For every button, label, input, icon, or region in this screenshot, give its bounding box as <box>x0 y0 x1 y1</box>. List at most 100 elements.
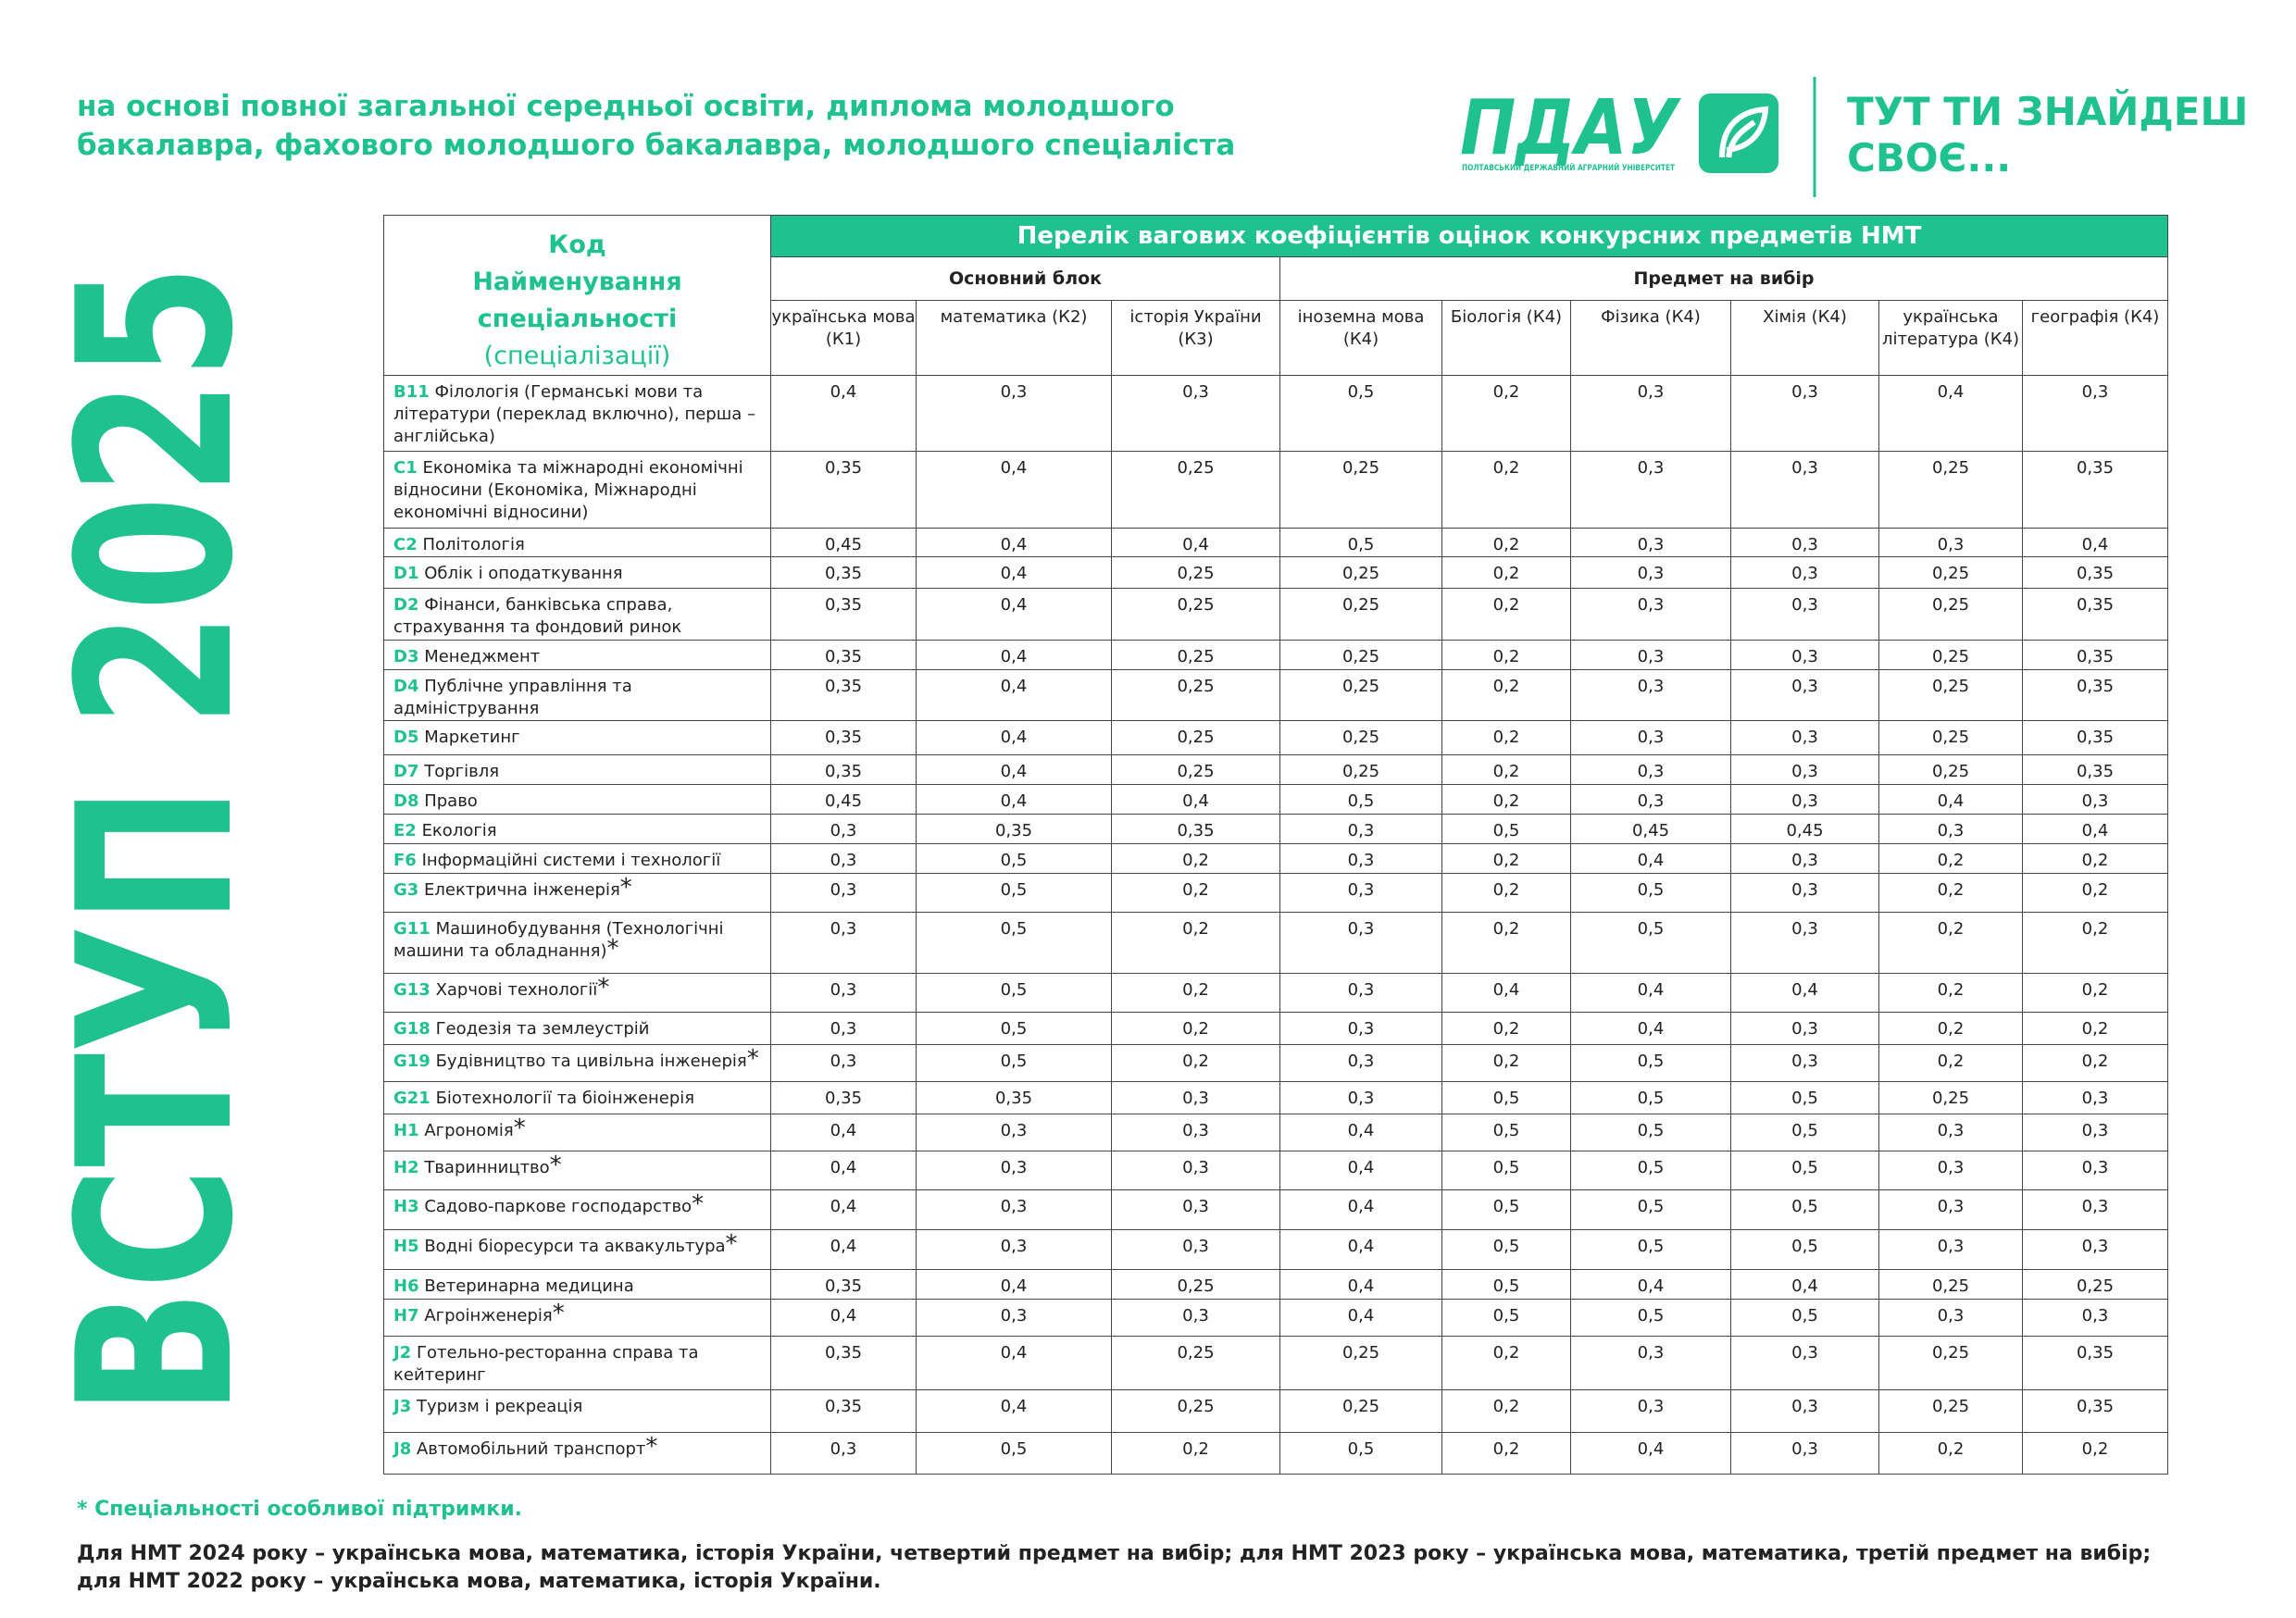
table-row: H2 Тваринництво* 0,4 0,3 0,3 0,4 0,5 0,5 0,5 0,3… <box>383 1151 2168 1190</box>
value-cell: 0,35 <box>2022 588 2168 641</box>
value-cell: 0,2 <box>1441 784 1571 815</box>
value-cell: 0,5 <box>1441 1229 1571 1270</box>
name: Торгівля <box>424 762 500 781</box>
value-cell: 0,5 <box>916 1044 1112 1082</box>
name-cell: H6 Ветеринарна медицина <box>383 1269 771 1300</box>
table-row: G3 Електрична інженерія* 0,3 0,5 0,2 0,3 0,2 0… <box>383 873 2168 913</box>
value-cell: 0,35 <box>770 451 917 529</box>
value-cell: 0,3 <box>2022 1151 2168 1190</box>
value-cell: 0,35 <box>916 1081 1112 1114</box>
value-cell: 0,3 <box>1730 912 1879 974</box>
name: Агроінженерія <box>424 1306 553 1326</box>
value-cell: 0,2 <box>1441 912 1571 974</box>
value-cell: 0,5 <box>1279 784 1442 815</box>
star: * <box>692 1190 705 1218</box>
value-cell: 0,2 <box>1441 873 1571 913</box>
name-cell: D7 Торгівля <box>383 754 771 785</box>
table-row: D3 Менеджмент 0,35 0,4 0,25 0,25 0,2 0,3 0,3 0,2… <box>383 640 2168 670</box>
value-cell: 0,3 <box>1878 814 2023 844</box>
column-header: Фізика (К4) <box>1570 300 1731 376</box>
table-row: D1 Облік і оподаткування 0,35 0,4 0,25 0,25 0… <box>383 556 2168 589</box>
value-cell: 0,25 <box>1279 754 1442 785</box>
value-cell: 0,35 <box>2022 1336 2168 1390</box>
value-cell: 0,4 <box>916 754 1112 785</box>
name-cell: J3 Туризм і рекреація <box>383 1389 771 1433</box>
name-cell: D4 Публічне управління та адмініструванн… <box>383 669 771 721</box>
value-cell: 0,25 <box>2022 1269 2168 1300</box>
name: Інформаційні системи і технології <box>421 851 721 870</box>
value-cell: 0,3 <box>1730 873 1879 913</box>
value-cell: 0,3 <box>770 843 917 874</box>
value-cell: 0,5 <box>1730 1229 1879 1270</box>
group-row: Основний блок Предмет на вибір <box>384 255 2168 302</box>
value-cell: 0,25 <box>1279 720 1442 755</box>
table-title: Перелік вагових коефіцієнтів оцінок конк… <box>770 215 2168 257</box>
value-cell: 0,25 <box>1878 451 2023 529</box>
corner-line: (спеціалізації) <box>483 342 671 370</box>
value-cell: 0,3 <box>1730 640 1879 670</box>
value-cell: 0,2 <box>1878 843 2023 874</box>
value-cell: 0,5 <box>1570 1044 1731 1082</box>
value-cell: 0,2 <box>1111 1012 1280 1045</box>
name: Будівництво та цивільна інженерія <box>435 1052 747 1071</box>
value-cell: 0,3 <box>1730 451 1879 529</box>
name-cell: D1 Облік і оподаткування <box>383 556 771 589</box>
value-cell: 0,3 <box>1111 1229 1280 1270</box>
value-cell: 0,3 <box>1570 640 1731 670</box>
logo-full-name: ПОЛТАВСЬКИЙ ДЕРЖАВНИЙ АГРАРНИЙ УНІВЕРСИТ… <box>1462 162 1676 173</box>
table-row: J2 Готельно-ресторанна справа та кейтери… <box>383 1336 2168 1390</box>
value-cell: 0,4 <box>1570 1269 1731 1300</box>
value-cell: 0,25 <box>1878 1389 2023 1433</box>
code: H7 <box>393 1306 419 1326</box>
value-cell: 0,2 <box>2022 1044 2168 1082</box>
star: * <box>513 1114 526 1142</box>
value-cell: 0,4 <box>916 640 1112 670</box>
value-cell: 0,4 <box>916 556 1112 589</box>
value-cell: 0,35 <box>770 588 917 641</box>
corner-line: Код <box>548 230 606 259</box>
table-row: H5 Водні біоресурси та аквакультура* 0,4 0… <box>383 1229 2168 1270</box>
value-cell: 0,3 <box>1570 669 1731 721</box>
value-cell: 0,3 <box>916 1229 1112 1270</box>
slogan-line: ТУТ ТИ ЗНАЙДЕШ <box>1847 89 2249 134</box>
code: H3 <box>393 1197 419 1216</box>
value-cell: 0,2 <box>1878 912 2023 974</box>
name: Економіка та міжнародні економічні відно… <box>393 458 743 522</box>
value-cell: 0,4 <box>916 1389 1112 1433</box>
column-header: українська мова (К1) <box>770 300 917 376</box>
table-row: H6 Ветеринарна медицина 0,35 0,4 0,25 0,4 0,5… <box>383 1269 2168 1300</box>
value-cell: 0,3 <box>1878 528 2023 557</box>
value-cell: 0,3 <box>770 1044 917 1082</box>
value-cell: 0,35 <box>2022 720 2168 755</box>
value-cell: 0,25 <box>1878 588 2023 641</box>
value-cell: 0,2 <box>1441 588 1571 641</box>
value-cell: 0,2 <box>1878 1044 2023 1082</box>
slogan: ТУТ ТИ ЗНАЙДЕШ СВОЄ... <box>1847 89 2248 181</box>
value-cell: 0,25 <box>1878 669 2023 721</box>
code: D5 <box>393 728 419 747</box>
value-cell: 0,4 <box>2022 528 2168 557</box>
name-cell: D2 Фінанси, банківська справа, страхуван… <box>383 588 771 641</box>
value-cell: 0,3 <box>1279 973 1442 1013</box>
value-cell: 0,3 <box>2022 1189 2168 1230</box>
logo: ПДАУ ПОЛТАВСЬКИЙ ДЕРЖАВНИЙ АГРАРНИЙ УНІВ… <box>1460 77 1816 197</box>
value-cell: 0,3 <box>1878 1114 2023 1151</box>
table-row: G18 Геодезія та землеустрій 0,3 0,5 0,2 0,3 0… <box>383 1012 2168 1045</box>
value-cell: 0,3 <box>2022 784 2168 815</box>
value-cell: 0,4 <box>916 1269 1112 1300</box>
code: D3 <box>393 647 419 666</box>
value-cell: 0,3 <box>1279 912 1442 974</box>
value-cell: 0,35 <box>770 754 917 785</box>
value-cell: 0,5 <box>1730 1299 1879 1337</box>
value-cell: 0,3 <box>1570 528 1731 557</box>
value-cell: 0,3 <box>1570 451 1731 529</box>
value-cell: 0,25 <box>1878 1269 2023 1300</box>
value-cell: 0,25 <box>1111 451 1280 529</box>
footnote: * Спеціальності особливої підтримки. <box>77 1498 522 1521</box>
value-cell: 0,3 <box>1730 1012 1879 1045</box>
value-cell: 0,2 <box>1878 973 2023 1013</box>
value-cell: 0,4 <box>2022 814 2168 844</box>
value-cell: 0,35 <box>1111 814 1280 844</box>
value-cell: 0,25 <box>1279 669 1442 721</box>
star: * <box>549 1151 562 1179</box>
